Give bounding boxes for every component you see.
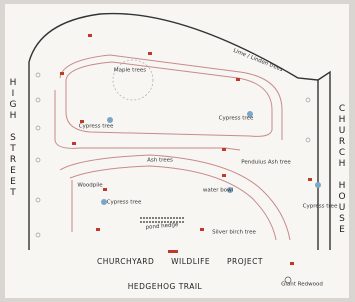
map-label: water bowl	[203, 188, 234, 194]
map-page: Maple treesLime / Linden treesCypress tr…	[0, 0, 355, 302]
street-label: HIGH STREET	[8, 78, 17, 199]
map-label: Maple trees	[114, 68, 146, 74]
hedgehog-house	[72, 142, 76, 145]
hedgehog-house	[200, 228, 204, 231]
hedgehog-house	[88, 34, 92, 37]
map-label: Giant Redwood	[281, 282, 323, 288]
hedgehog-house	[96, 228, 100, 231]
map-label: Cypress tree	[219, 116, 254, 122]
hedgehog-house	[236, 78, 240, 81]
map-title: CHURCHYARD WILDLIFE PROJECT	[97, 257, 263, 266]
hedgehog-house	[60, 72, 64, 75]
tree	[315, 182, 321, 188]
map-label: Cypress tree	[79, 124, 114, 130]
map-label: Woodpile	[77, 183, 103, 189]
hedgehog-house	[222, 174, 226, 177]
hedgehog-house	[222, 148, 226, 151]
map-label: Silver birch tree	[212, 230, 256, 236]
paper	[5, 4, 349, 298]
map: Maple treesLime / Linden treesCypress tr…	[0, 0, 355, 302]
hedgehog-house	[308, 178, 312, 181]
hedgehog-house	[168, 250, 178, 253]
map-label: Cypress tree	[303, 204, 338, 210]
hedgehog-house	[290, 262, 294, 265]
map-label: Ash trees	[147, 158, 173, 164]
map-label: Pendulus Ash tree	[241, 160, 291, 166]
hedgehog-house	[103, 188, 107, 191]
hedgehog-house	[148, 52, 152, 55]
tree	[107, 117, 113, 123]
street-label: CHURCH HOUSE	[337, 104, 346, 236]
map-subtitle: HEDGEHOG TRAIL	[128, 282, 203, 291]
map-label: Cypress tree	[107, 200, 142, 206]
